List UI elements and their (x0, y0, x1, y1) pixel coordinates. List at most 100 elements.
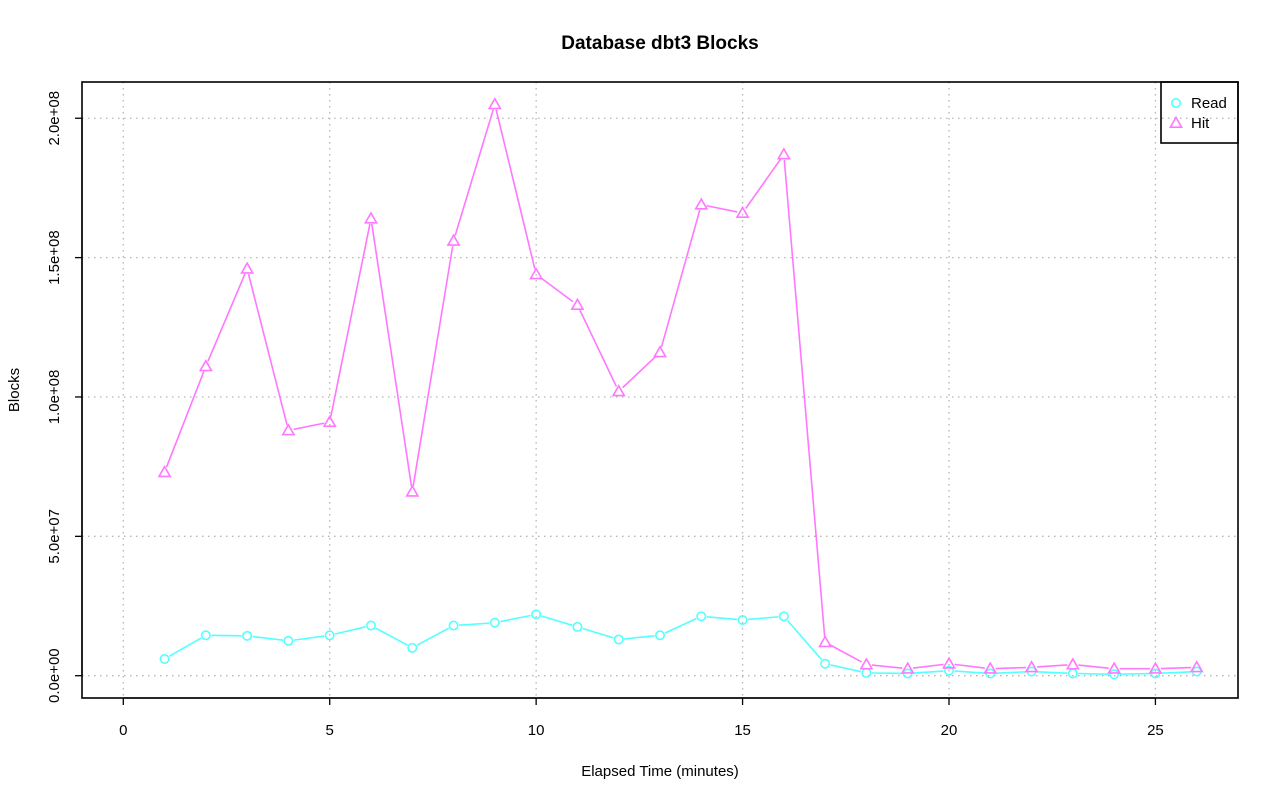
legend: Read Hit (1160, 81, 1239, 144)
line-segment-hit (995, 666, 1027, 670)
data-point-read (820, 658, 831, 669)
data-point-hit (1189, 660, 1204, 673)
data-point-hit (570, 297, 585, 310)
data-point-read (696, 611, 707, 622)
line-segment-read (416, 627, 450, 646)
data-point-read (778, 611, 789, 622)
data-point-hit (198, 359, 213, 372)
data-point-hit (405, 484, 420, 497)
x-tick-label: 20 (941, 722, 958, 739)
line-segment-read (747, 616, 779, 621)
line-segment-read (582, 627, 614, 639)
line-segment-hit (783, 159, 826, 637)
data-point-read (654, 630, 665, 641)
y-tick-label: 1.5e+08 (46, 230, 63, 285)
data-point-hit (611, 384, 626, 397)
line-segment-hit (871, 664, 903, 669)
data-point-read (1067, 668, 1078, 679)
line-segment-read (459, 622, 490, 626)
line-segment-hit (371, 223, 413, 487)
x-tick-label: 25 (1147, 722, 1164, 739)
legend-label-hit: Hit (1191, 115, 1210, 132)
data-point-read (737, 614, 748, 625)
data-point-hit (653, 345, 667, 358)
line-segment-hit (165, 371, 205, 468)
line-segment-hit (622, 355, 657, 389)
data-point-read (1109, 669, 1120, 680)
data-point-read (200, 630, 211, 641)
series-layer (157, 97, 1204, 680)
data-point-hit (818, 635, 833, 648)
line-segment-read (334, 626, 366, 635)
line-segment-hit (706, 204, 738, 213)
y-tick-label: 1.0e+08 (46, 370, 63, 425)
data-point-hit (1065, 657, 1080, 670)
x-tick-label: 10 (528, 722, 545, 739)
data-point-hit (983, 661, 998, 674)
line-segment-read (293, 635, 325, 641)
line-segment-read (1119, 672, 1150, 675)
line-segment-read (664, 617, 697, 634)
line-segment-read (830, 664, 862, 673)
line-segment-hit (954, 663, 985, 669)
chart-title: Database dbt3 Blocks (561, 33, 758, 54)
plot-frame (81, 81, 1239, 699)
data-point-hit (900, 661, 915, 674)
data-point-hit (487, 97, 502, 110)
y-tick-label: 0.0e+00 (46, 648, 63, 703)
line-segment-hit (293, 422, 325, 431)
data-point-read (448, 620, 459, 631)
data-point-hit (529, 267, 544, 280)
line-segment-read (913, 670, 944, 674)
data-point-hit (1024, 660, 1039, 673)
y-axis-label: Blocks (6, 368, 23, 412)
line-segment-read (706, 616, 738, 621)
line-segment-hit (913, 663, 944, 669)
line-segment-hit (207, 273, 246, 362)
legend-label-read: Read (1191, 95, 1227, 112)
y-tick-label: 2.0e+08 (46, 91, 63, 146)
data-point-read (407, 642, 418, 653)
line-segment-hit (330, 223, 371, 417)
line-segment-hit (745, 158, 782, 209)
axes: 0 5 10 15 20 25 0.0e+00 5.0e+07 1.0e+08 1.5e+08 2.… (46, 91, 1164, 739)
data-point-hit (1107, 661, 1122, 674)
data-point-read (159, 653, 170, 664)
x-tick-label: 0 (119, 722, 127, 739)
line-segment-hit (540, 276, 574, 303)
data-point-read (861, 667, 872, 678)
data-point-read (283, 635, 294, 646)
x-axis-label: Elapsed Time (minutes) (581, 763, 739, 780)
gridlines (82, 82, 1238, 698)
data-point-read (531, 609, 542, 620)
y-tick-label: 5.0e+07 (46, 509, 63, 564)
data-point-hit (694, 197, 709, 210)
line-segment-read (252, 635, 284, 641)
series-read (159, 609, 1202, 680)
line-segment-hit (247, 273, 288, 426)
line-segment-read (624, 635, 655, 640)
line-segment-read (1160, 670, 1192, 675)
data-point-read (613, 634, 624, 645)
line-segment-read (786, 619, 823, 661)
line-segment-hit (1078, 664, 1109, 669)
line-segment-hit (495, 109, 536, 270)
line-segment-hit (412, 246, 454, 487)
line-segment-hit (1037, 664, 1068, 668)
legend-marker-hit (1169, 115, 1183, 128)
x-tick-label: 5 (326, 722, 334, 739)
line-segment-read (1037, 670, 1068, 675)
line-segment-read (995, 670, 1027, 675)
data-point-read (242, 630, 253, 641)
data-point-read (489, 617, 500, 628)
line-segment-read (375, 627, 408, 646)
data-point-hit (1148, 661, 1163, 674)
data-point-read (324, 630, 335, 641)
line-segment-read (500, 614, 531, 623)
data-point-read (943, 665, 954, 676)
data-point-read (572, 621, 583, 632)
data-point-hit (364, 211, 378, 224)
data-point-hit (776, 147, 791, 160)
legend-marker-read (1171, 98, 1182, 109)
